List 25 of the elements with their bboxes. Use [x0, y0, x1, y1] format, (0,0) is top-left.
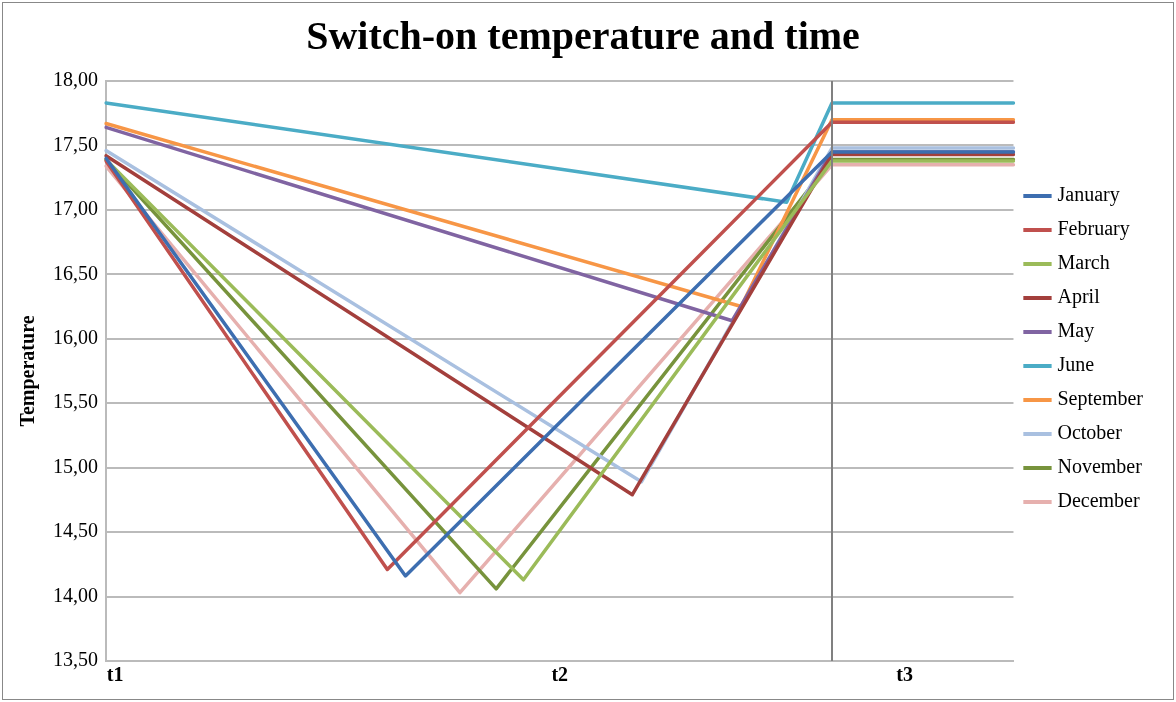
- y-tick-label: 16,50: [53, 261, 98, 284]
- x-tick-label: t1: [106, 663, 124, 686]
- y-tick-label: 14,50: [53, 519, 98, 542]
- legend-label: September: [1057, 387, 1144, 411]
- legend-label: February: [1057, 217, 1130, 241]
- legend-label: May: [1057, 319, 1095, 343]
- y-tick-label: 18,00: [53, 68, 98, 91]
- legend-label: April: [1057, 285, 1101, 309]
- y-tick-label: 14,00: [53, 583, 98, 606]
- legend-label: January: [1057, 183, 1120, 207]
- legend-label: December: [1057, 489, 1140, 512]
- y-tick-label: 13,50: [53, 648, 98, 671]
- y-tick-label: 15,00: [53, 454, 98, 477]
- y-tick-label: 16,00: [53, 326, 98, 349]
- legend-label: November: [1057, 455, 1143, 478]
- x-tick-label: t2: [551, 663, 569, 686]
- y-tick-label: 17,00: [53, 197, 98, 220]
- legend-label: June: [1057, 353, 1095, 376]
- y-axis-title: Temperature: [16, 315, 40, 427]
- chart-title: Switch-on temperature and time: [306, 13, 860, 59]
- x-tick-label: t3: [896, 663, 913, 686]
- legend-label: March: [1057, 251, 1110, 274]
- y-tick-label: 17,50: [53, 132, 98, 155]
- y-tick-label: 15,50: [53, 390, 98, 413]
- legend-label: October: [1057, 421, 1123, 444]
